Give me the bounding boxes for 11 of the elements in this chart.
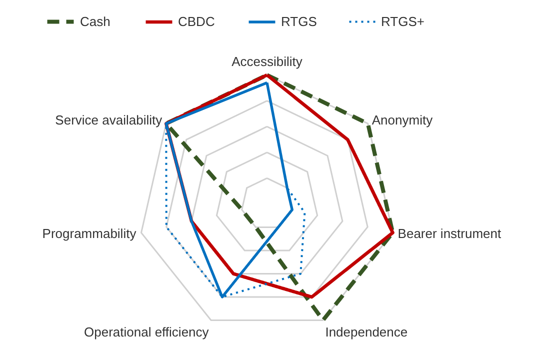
spoke-label: Service availability	[55, 112, 163, 128]
spoke-label: Bearer instrument	[398, 226, 502, 241]
spoke-label: Accessibility	[232, 54, 303, 70]
legend-label: RTGS+	[381, 14, 424, 29]
spoke-label: Operational efficiency	[84, 324, 210, 340]
spoke-label: Anonymity	[372, 112, 434, 128]
legend-label: CBDC	[178, 14, 215, 29]
spoke-label: Independence	[325, 324, 408, 340]
spoke-label: Programmability	[42, 226, 137, 241]
legend-label: Cash	[80, 14, 110, 29]
legend-label: RTGS	[281, 14, 318, 29]
